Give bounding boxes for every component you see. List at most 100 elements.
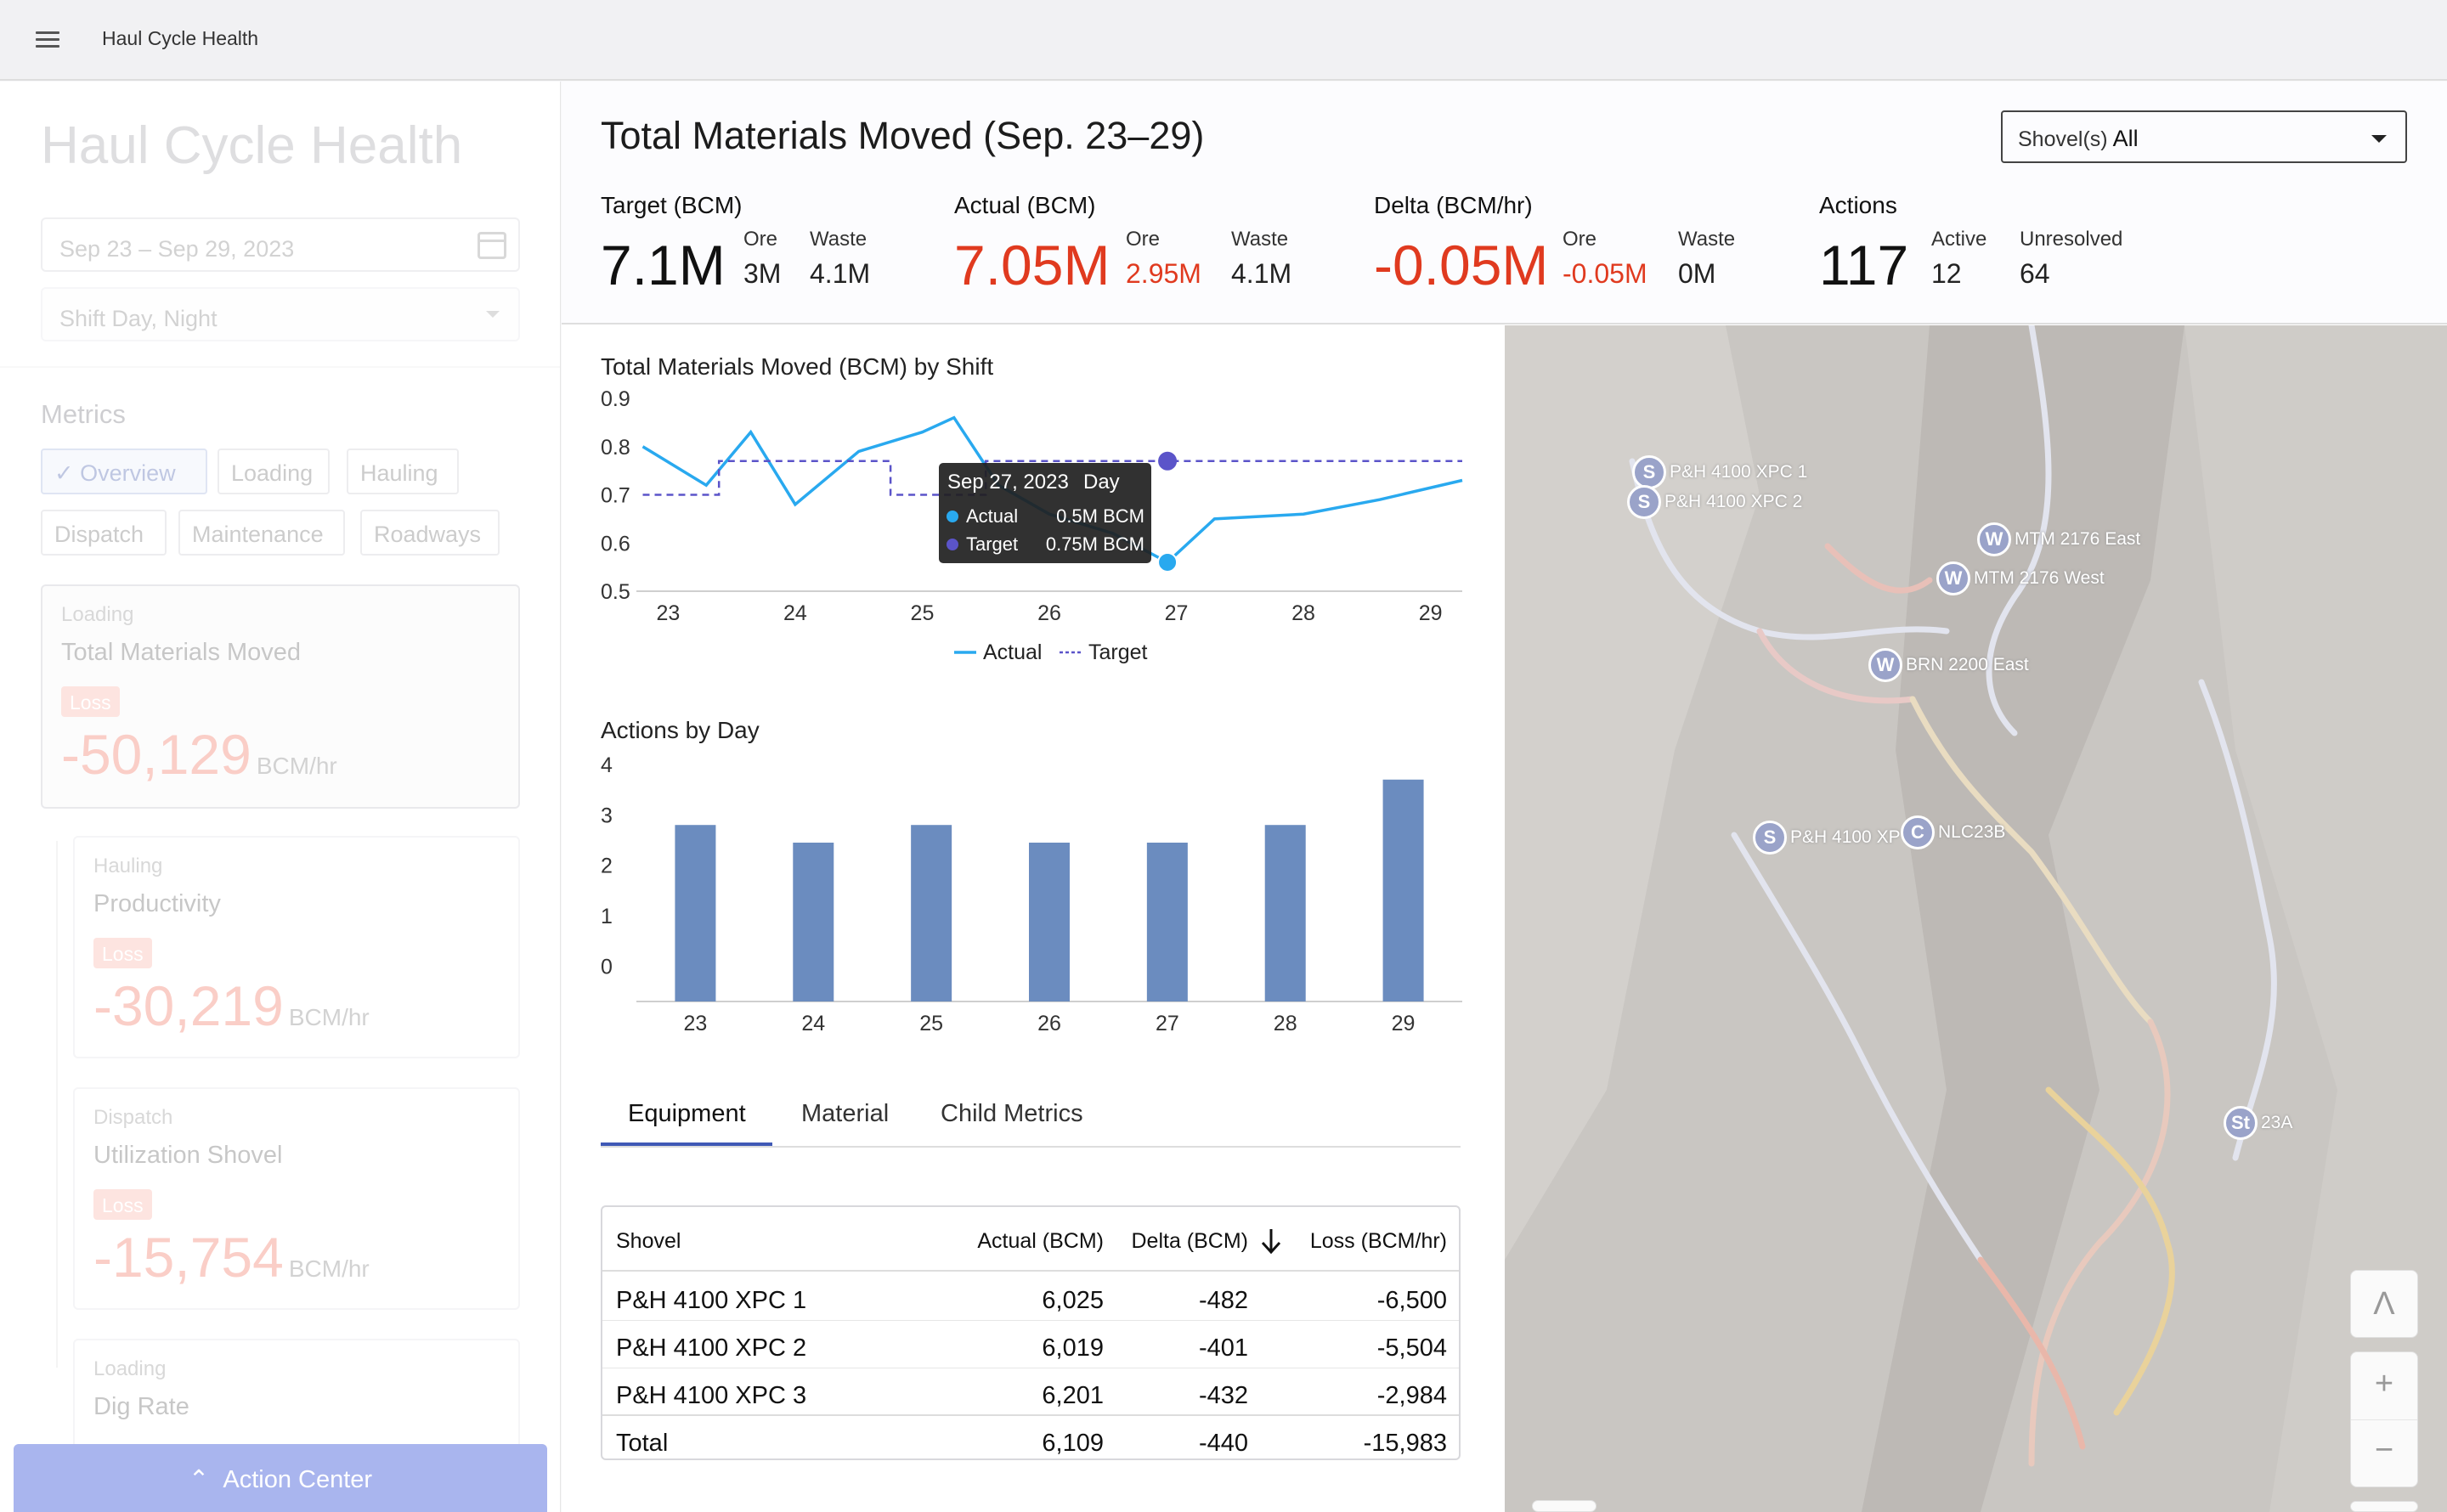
- mine-map[interactable]: S P&H 4100 XPC 1 S P&H 4100 XPC 2 W MTM 2176 …: [1505, 325, 2447, 1512]
- chip-overview[interactable]: ✓ Overview: [41, 449, 207, 494]
- y-tick-label: 2: [601, 855, 613, 878]
- map-marker[interactable]: S P&H 4100 XPC 2: [1627, 485, 1802, 519]
- date-range-field[interactable]: Sep 23 – Sep 29, 2023: [41, 217, 520, 272]
- check-icon: ✓: [54, 460, 74, 486]
- series-line-target: [642, 460, 1462, 496]
- chip-hauling[interactable]: Hauling: [347, 449, 459, 494]
- fullscreen-icon[interactable]: [2350, 1501, 2418, 1512]
- cell-loss: -5,504: [1376, 1334, 1447, 1362]
- caret-down-icon: [2371, 135, 2387, 143]
- tab-equipment[interactable]: Equipment: [628, 1100, 746, 1127]
- zoom-out-icon[interactable]: −: [2374, 1432, 2394, 1468]
- chip-dispatch-label: Dispatch: [54, 522, 144, 547]
- chevrons-up-icon: ⌃: [188, 1466, 210, 1493]
- metric-card[interactable]: Dispatch Utilization Shovel Loss -15,754…: [73, 1087, 520, 1310]
- metric-card[interactable]: Loading Total Materials Moved Loss -50,1…: [41, 584, 520, 809]
- total-label: Total: [616, 1430, 669, 1457]
- map-marker[interactable]: C NLC23B: [1901, 815, 2005, 849]
- kpi-ore-value: 3M: [743, 258, 782, 289]
- map-marker[interactable]: S P&H 4100 XP: [1753, 821, 1901, 855]
- bar: [1029, 842, 1070, 1001]
- zoom-in-icon[interactable]: +: [2351, 1352, 2417, 1420]
- marker-badge-icon: C: [1901, 815, 1935, 849]
- x-tick-label: 26: [1037, 601, 1061, 625]
- map-marker[interactable]: St 23A: [2224, 1106, 2292, 1140]
- kpi-value: -0.05M: [1374, 234, 1549, 296]
- shovel-select-value: All: [2112, 126, 2139, 151]
- map-marker[interactable]: S P&H 4100 XPC 1: [1632, 455, 1807, 489]
- chip-roadways-label: Roadways: [374, 522, 482, 547]
- map-marker[interactable]: W MTM 2176 East: [1977, 522, 2140, 556]
- haul-road: [1986, 325, 2052, 736]
- sort-down-icon[interactable]: [1258, 1226, 1284, 1256]
- menu-icon[interactable]: [36, 31, 59, 48]
- kpi-waste-label: Waste: [810, 228, 867, 251]
- tooltip-box: [939, 463, 1151, 563]
- map-marker[interactable]: W MTM 2176 West: [1936, 561, 2105, 595]
- compass-icon[interactable]: Λ: [2350, 1270, 2418, 1338]
- marker-label: 23A: [2261, 1113, 2293, 1132]
- col-delta[interactable]: Delta (BCM): [1131, 1229, 1248, 1253]
- shift-select[interactable]: Shift Day, Night: [41, 287, 520, 341]
- metric-category: Dispatch: [93, 1106, 173, 1129]
- haul-road: [1909, 696, 2154, 1025]
- y-tick-label: 0.7: [601, 484, 630, 508]
- calendar-icon[interactable]: [478, 232, 506, 259]
- metric-card[interactable]: Hauling Productivity Loss -30,219 BCM/hr: [73, 836, 520, 1058]
- marker-label: NLC23B: [1938, 822, 2006, 842]
- haul-road: [1824, 543, 1933, 594]
- chip-overview-label: Overview: [80, 460, 176, 486]
- table-row[interactable]: P&H 4100 XPC 3 6,201 -432 -2,984: [602, 1368, 1459, 1416]
- x-tick-label: 28: [1274, 1012, 1297, 1035]
- chip-maintenance-label: Maintenance: [192, 522, 324, 547]
- line-chart[interactable]: 0.5 0.6 0.7 0.8 0.9 23 24 25 26 27 28 29 Sep 27, 202…: [562, 385, 1505, 699]
- kpi-label: Delta (BCM/hr): [1374, 192, 1533, 218]
- layers-icon[interactable]: [1532, 1500, 1596, 1512]
- col-loss[interactable]: Loss (BCM/hr): [1309, 1229, 1447, 1253]
- tab-material[interactable]: Material: [801, 1100, 890, 1127]
- metric-value: -50,129 BCM/hr: [61, 722, 337, 787]
- haul-road: [1756, 628, 1916, 704]
- cell-actual: 6,019: [1042, 1334, 1104, 1362]
- metric-unit: BCM/hr: [256, 753, 337, 779]
- col-shovel[interactable]: Shovel: [616, 1229, 681, 1253]
- y-tick-label: 0.9: [601, 387, 630, 411]
- chip-loading[interactable]: Loading: [218, 449, 330, 494]
- action-center-button[interactable]: ⌃ Action Center: [14, 1444, 547, 1512]
- table-row[interactable]: P&H 4100 XPC 1 6,025 -482 -6,500: [602, 1273, 1459, 1321]
- x-tick-label: 24: [783, 601, 807, 625]
- date-range-value: Sep 23 – Sep 29, 2023: [59, 236, 295, 262]
- y-tick-label: 4: [601, 753, 613, 777]
- panel-title: Haul Cycle Health: [41, 116, 463, 175]
- tab-child-metrics[interactable]: Child Metrics: [941, 1100, 1083, 1127]
- loss-badge: Loss: [93, 938, 152, 968]
- chip-roadways[interactable]: Roadways: [360, 510, 500, 556]
- chip-dispatch[interactable]: Dispatch: [41, 510, 167, 556]
- x-tick-label: 25: [911, 601, 935, 625]
- chip-maintenance[interactable]: Maintenance: [178, 510, 345, 556]
- y-tick-label: 0.5: [601, 580, 630, 604]
- shovel-select[interactable]: Shovel(s) All: [2001, 110, 2407, 163]
- kpi-label: Target (BCM): [601, 192, 743, 218]
- metric-category: Hauling: [93, 855, 163, 877]
- table-row[interactable]: P&H 4100 XPC 2 6,019 -401 -5,504: [602, 1321, 1459, 1368]
- bar: [1146, 842, 1188, 1001]
- total-delta: -440: [1198, 1430, 1248, 1457]
- page-title: Total Materials Moved (Sep. 23–29): [601, 114, 1205, 157]
- shift-value: Shift Day, Night: [59, 306, 218, 331]
- metric-category: Loading: [93, 1357, 167, 1380]
- table-header: Shovel Actual (BCM) Delta (BCM) Loss (BC…: [602, 1207, 1459, 1272]
- tooltip-dot: [947, 511, 958, 522]
- map-canvas[interactable]: [1505, 325, 2447, 1512]
- cell-shovel: P&H 4100 XPC 2: [616, 1334, 807, 1362]
- detail-tabs: Equipment Material Child Metrics: [601, 1088, 1461, 1148]
- zoom-controls: + −: [2350, 1351, 2418, 1487]
- cell-actual: 6,201: [1042, 1382, 1104, 1409]
- kpi-waste-label: Waste: [1678, 228, 1736, 251]
- bar: [675, 825, 716, 1001]
- map-marker[interactable]: W BRN 2200 East: [1868, 648, 2029, 682]
- kpi-actual: Actual (BCM) 7.05M Ore 2.95M Waste 4.1M: [954, 192, 1291, 296]
- col-actual[interactable]: Actual (BCM): [977, 1229, 1104, 1253]
- marker-label: P&H 4100 XPC 2: [1664, 492, 1803, 511]
